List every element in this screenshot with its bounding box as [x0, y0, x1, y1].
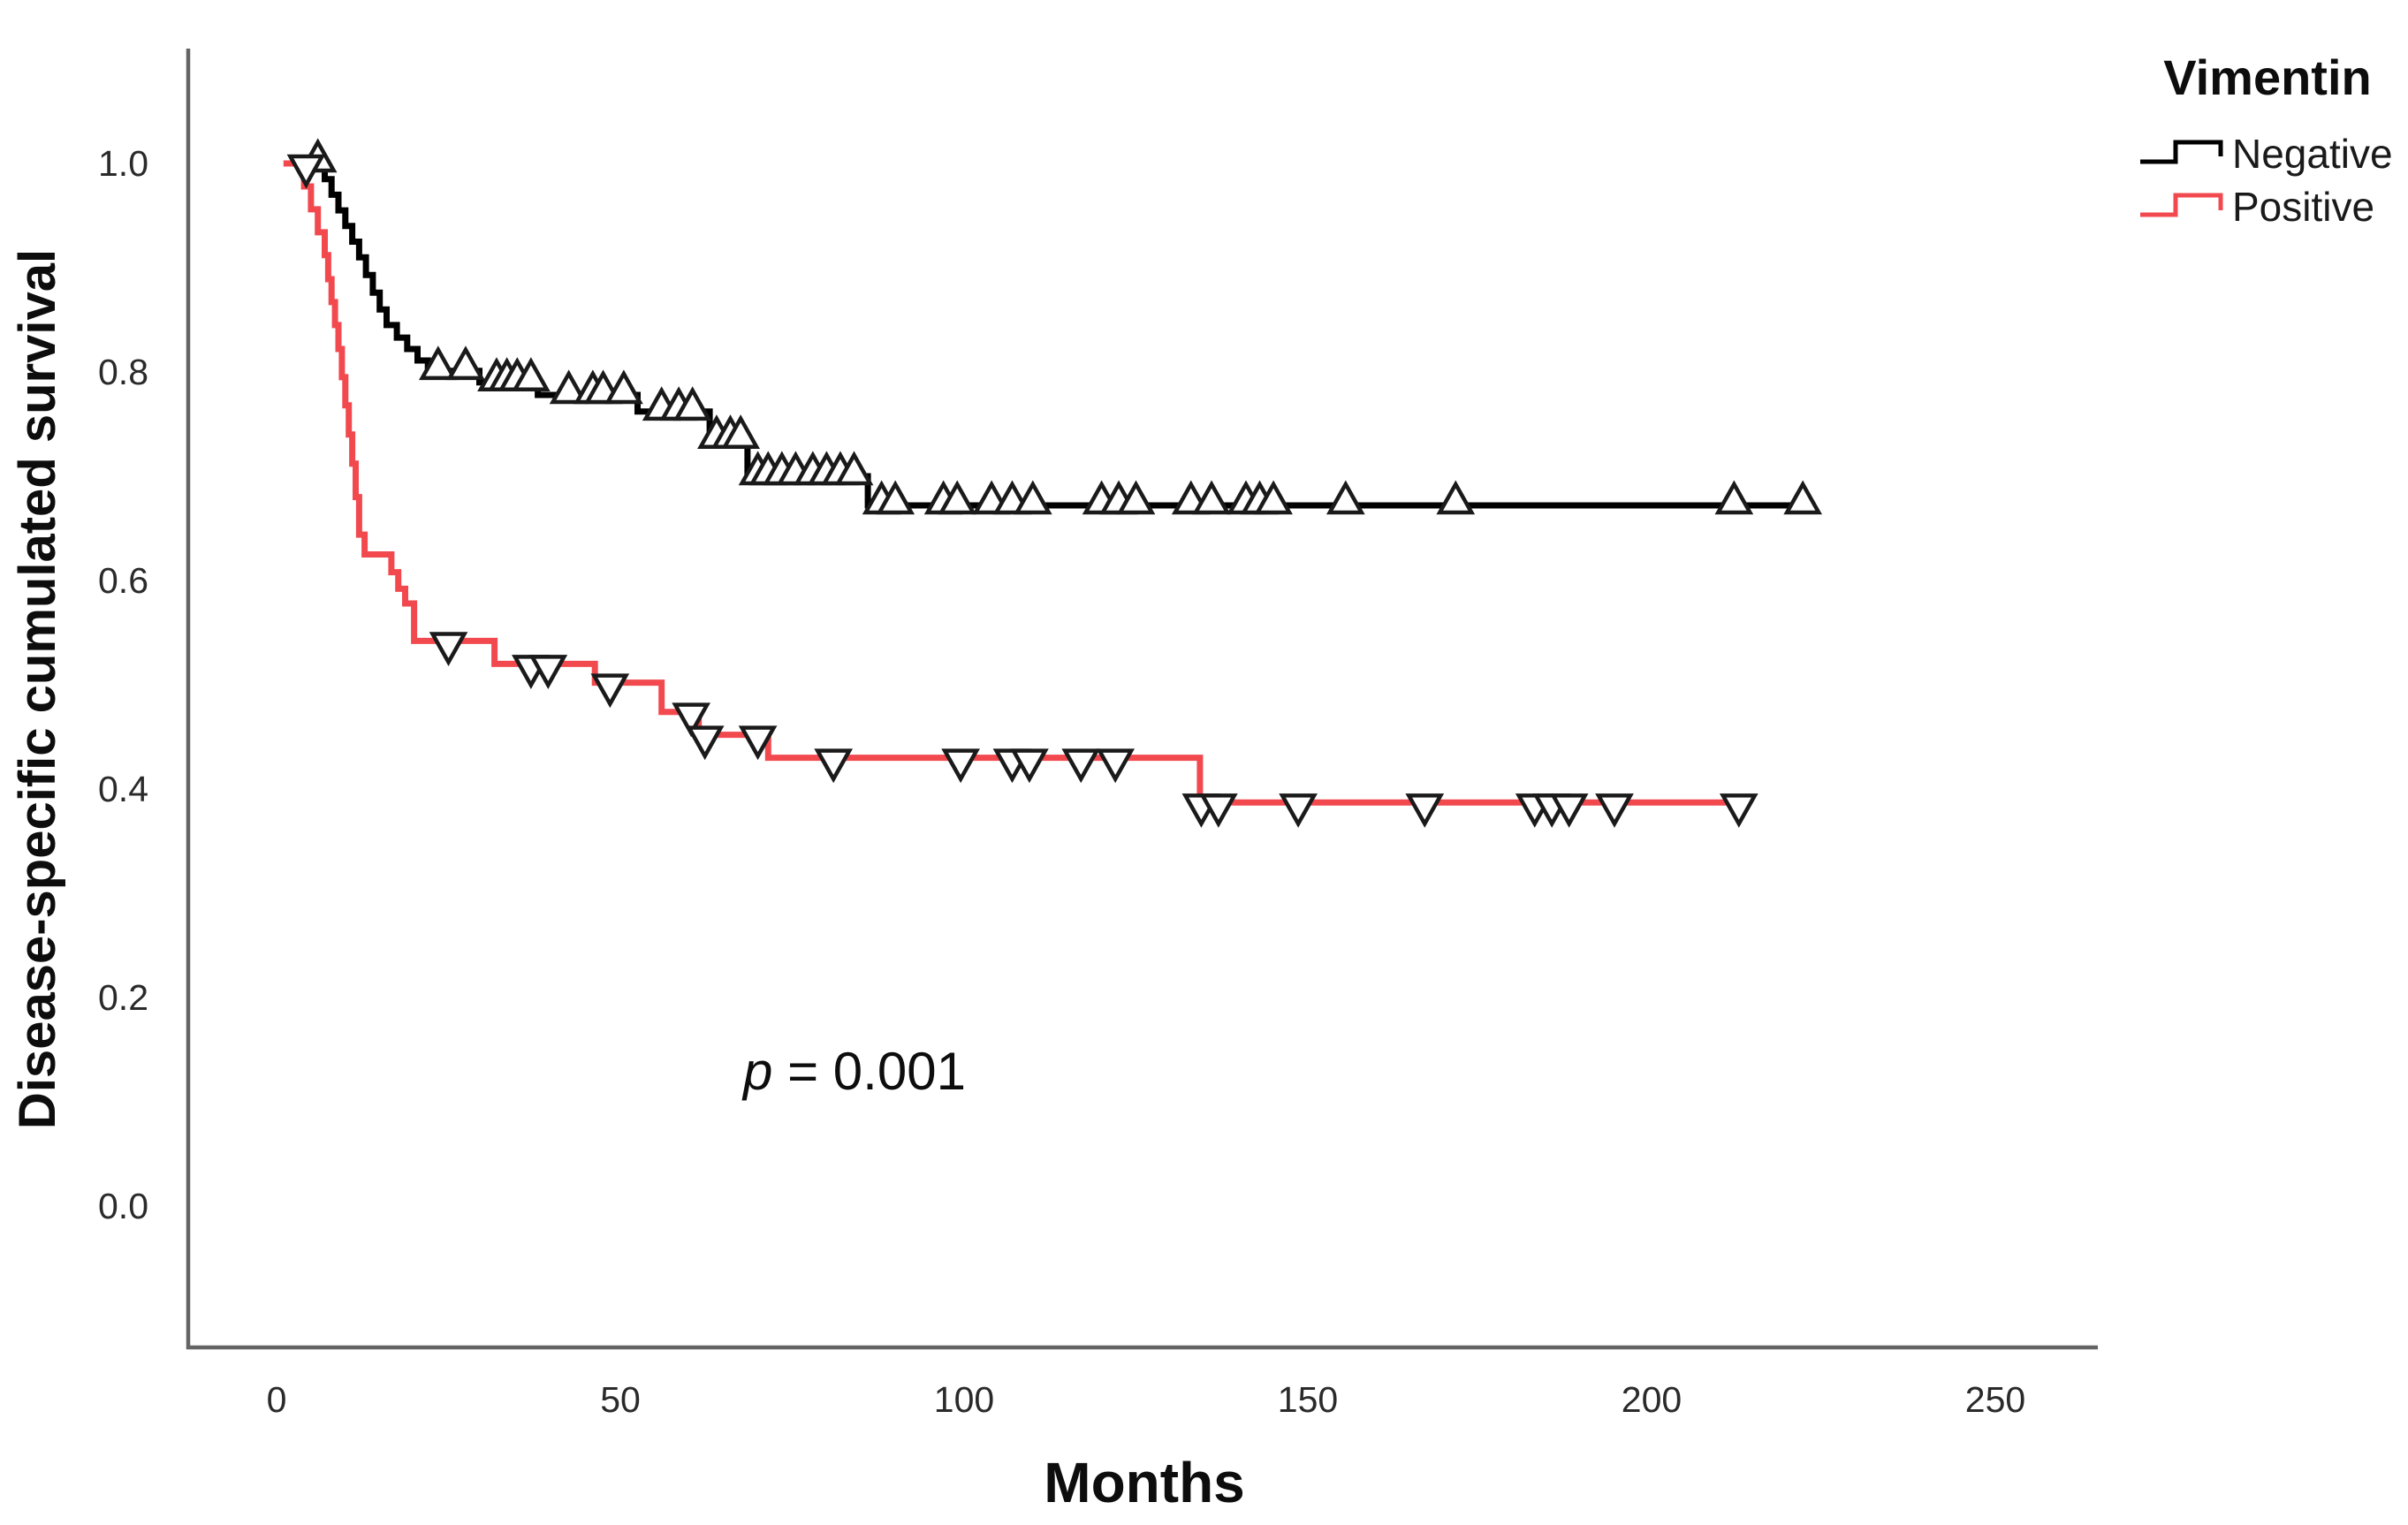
x-tick-label: 100: [934, 1379, 994, 1420]
censor-mark-up-icon: [938, 480, 977, 515]
legend-title: Vimentin: [2163, 49, 2371, 105]
censor-mark-down-icon: [738, 725, 778, 761]
censor-mark-down-icon: [1549, 793, 1589, 828]
censor-mark-down-icon: [1061, 748, 1101, 784]
censor-mark-up-icon: [834, 451, 874, 486]
censor-mark-up-icon: [549, 369, 589, 405]
legend: Vimentin Negative Positive: [2140, 49, 2393, 230]
negative-step-glyph-icon: [2140, 140, 2223, 164]
censor-mark-up-icon: [721, 414, 760, 449]
censor-mark-up-icon: [446, 345, 485, 381]
legend-label-positive: Positive: [2232, 184, 2374, 230]
censor-mark-down-icon: [685, 725, 725, 761]
y-tick-label: 0.8: [98, 352, 148, 392]
censor-mark-down-icon: [286, 154, 326, 189]
censor-mark-down-icon: [1010, 748, 1049, 784]
censor-mark-down-icon: [1279, 793, 1318, 828]
censor-mark-down-icon: [814, 748, 854, 784]
p-value-text: = 0.001: [772, 1042, 966, 1101]
y-tick-label: 0.6: [98, 560, 148, 601]
x-tick-label: 200: [1622, 1379, 1682, 1420]
censor-mark-down-icon: [429, 632, 468, 667]
censor-mark-up-icon: [1116, 480, 1156, 515]
p-value-annotation: p = 0.001: [741, 1042, 966, 1101]
censor-mark-up-icon: [512, 357, 551, 392]
x-tick-label: 250: [1965, 1379, 2025, 1420]
censor-mark-down-icon: [672, 702, 710, 738]
axes-layer: [186, 49, 2098, 1350]
y-axis-title: Disease-specific cumulated survival: [9, 249, 66, 1129]
censor-mark-down-icon: [941, 748, 980, 784]
x-tick-label: 0: [267, 1379, 287, 1420]
censor-mark-up-icon: [418, 345, 458, 381]
y-tick-label: 1.0: [98, 143, 148, 184]
censor-mark-up-icon: [672, 386, 712, 421]
legend-label-negative: Negative: [2232, 131, 2393, 177]
y-tick-label: 0.4: [98, 769, 148, 809]
censor-mark-down-icon: [1405, 793, 1445, 828]
censor-layer: [286, 138, 1823, 828]
censor-mark-up-icon: [1714, 480, 1754, 515]
y-tick-label: 0.0: [98, 1186, 148, 1226]
positive-step-glyph-icon: [2140, 193, 2223, 217]
p-symbol: p: [741, 1042, 772, 1101]
legend-item-positive: Positive: [2140, 184, 2374, 230]
censor-mark-down-icon: [1199, 793, 1238, 828]
x-axis-title: Months: [1044, 1451, 1245, 1514]
curves-layer: [283, 160, 1810, 806]
x-tick-label: 150: [1278, 1379, 1338, 1420]
censor-mark-down-icon: [1719, 793, 1759, 828]
survival-curve-positive: [283, 160, 1742, 806]
tick-layer: 0.0 0.2 0.4 0.6 0.8 1.0 0 50 100 150 200 250: [98, 143, 2025, 1420]
censor-mark-down-icon: [590, 673, 630, 709]
censor-mark-up-icon: [1326, 480, 1365, 515]
censor-mark-down-icon: [1096, 748, 1136, 784]
censor-mark-up-icon: [876, 480, 915, 515]
censor-mark-down-icon: [1595, 793, 1634, 828]
censor-mark-up-icon: [604, 369, 643, 405]
censor-mark-up-icon: [1192, 480, 1231, 515]
survival-curve-negative: [286, 160, 1810, 509]
censor-mark-up-icon: [1436, 480, 1476, 515]
y-tick-label: 0.2: [98, 977, 148, 1018]
censor-mark-up-icon: [1013, 480, 1052, 515]
censor-mark-up-icon: [1783, 480, 1823, 515]
censor-mark-down-icon: [528, 655, 568, 689]
legend-item-negative: Negative: [2140, 131, 2393, 177]
x-tick-label: 50: [600, 1379, 641, 1420]
censor-mark-up-icon: [1254, 480, 1293, 515]
